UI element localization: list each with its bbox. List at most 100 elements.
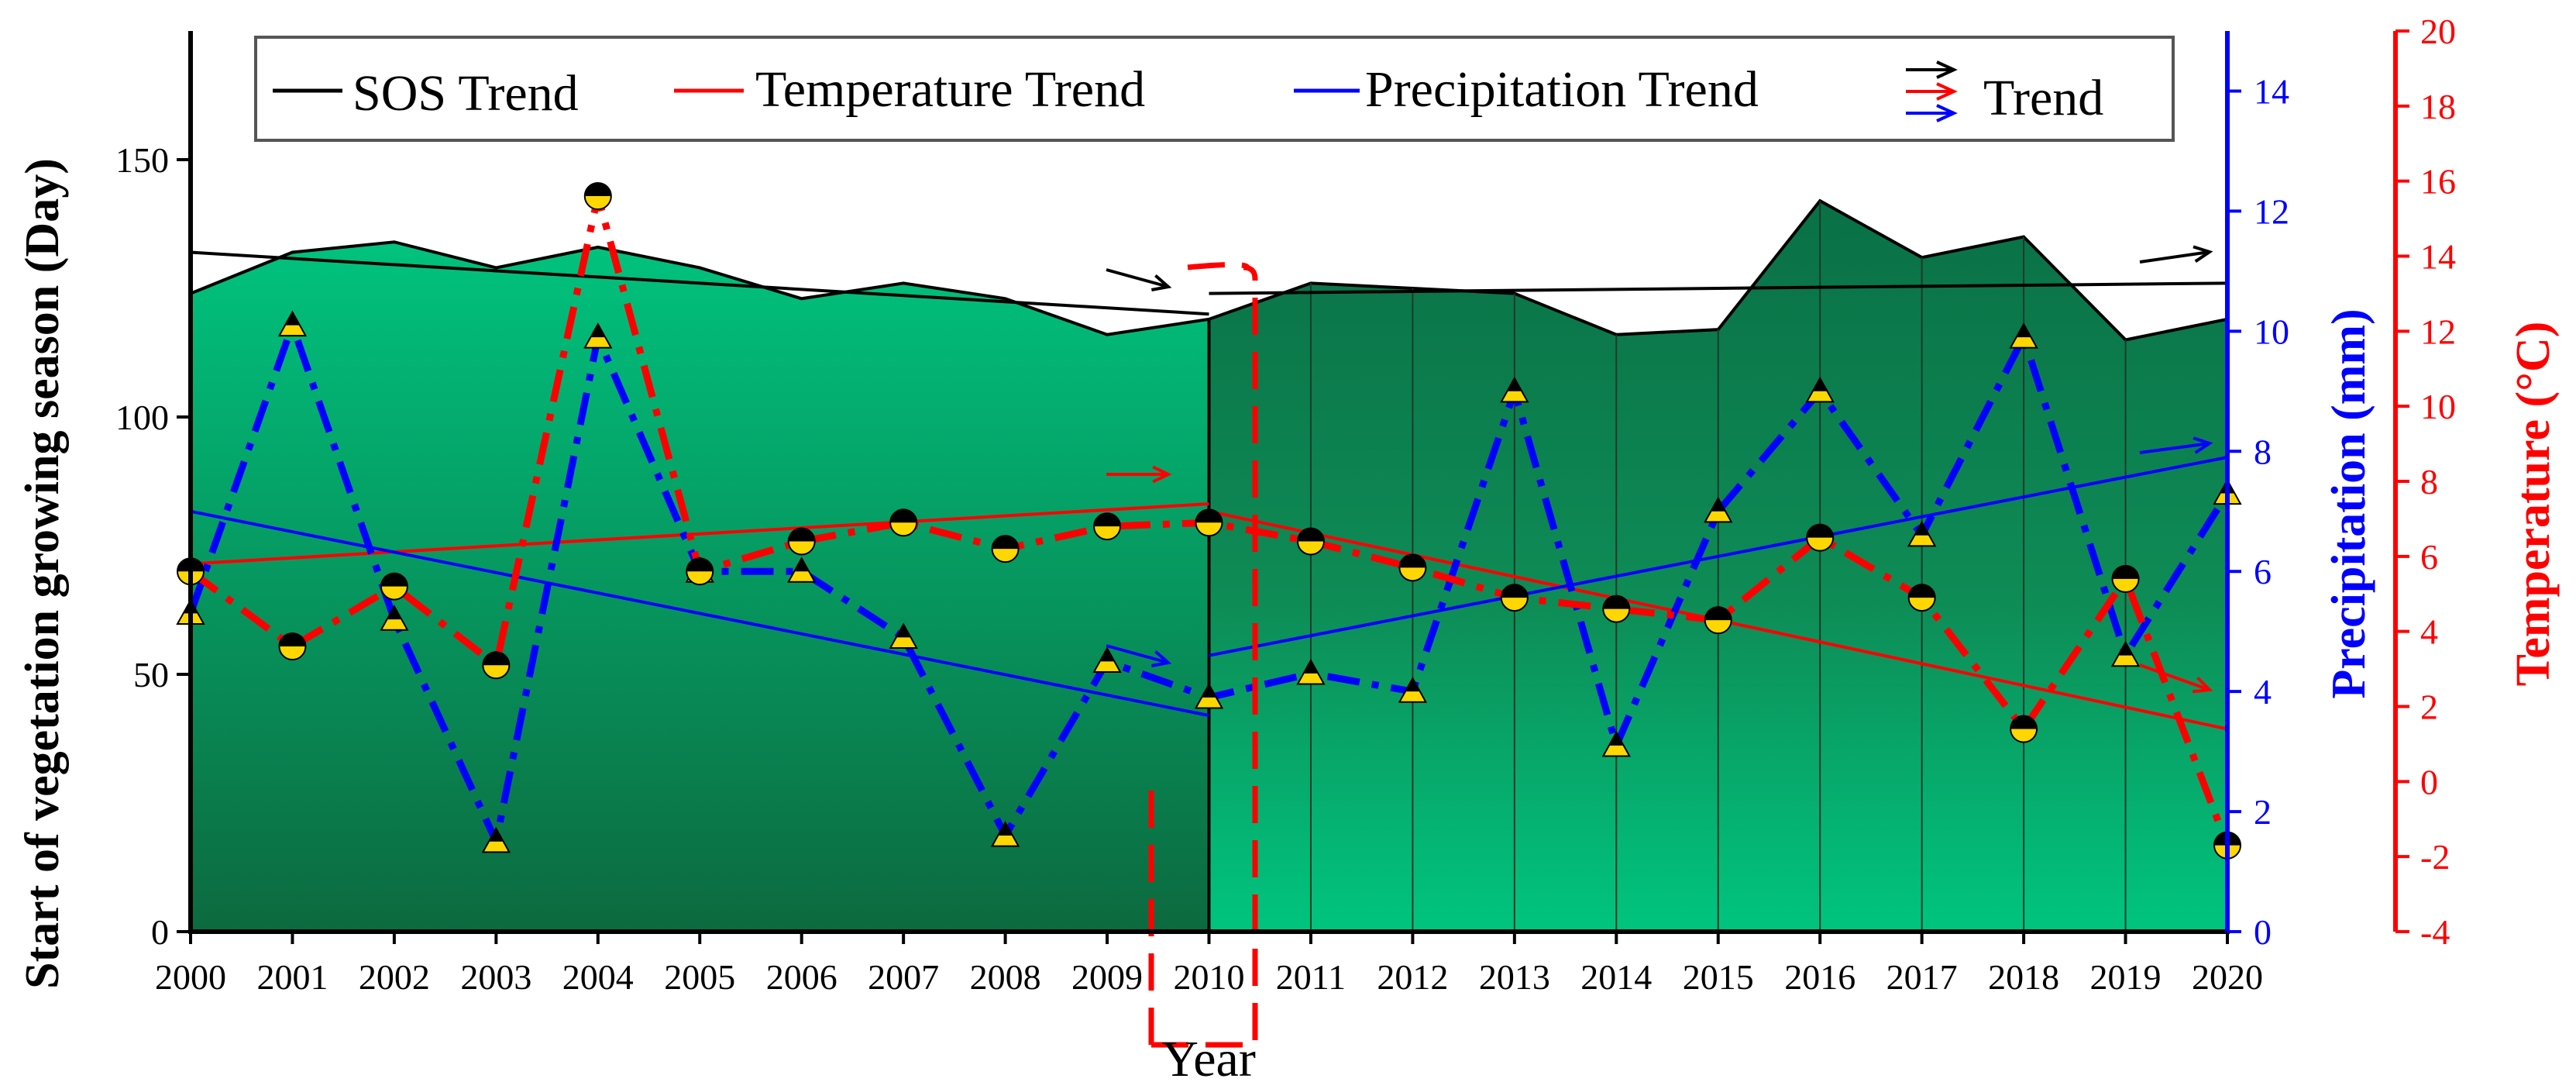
- x-tick-label: 2008: [970, 957, 1041, 997]
- temperature-trend-arrow-after-icon: [2139, 663, 2213, 694]
- temperature-marker-top: [1908, 584, 1935, 598]
- sos-trend-arrow-before-icon-head: [1151, 274, 1172, 291]
- precipitation-marker-top: [489, 828, 504, 842]
- temperature-marker-top: [788, 528, 815, 542]
- y-axis-title-sos: Start of vegetation growing season (Day): [16, 158, 69, 989]
- x-tick-label: 2002: [359, 957, 430, 997]
- temperature-marker-top: [1399, 554, 1426, 568]
- x-tick-label: 2010: [1174, 957, 1245, 997]
- y-tick-label-precipitation: 2: [2254, 792, 2272, 832]
- legend-temperature-label: Temperature Trend: [755, 61, 1145, 118]
- sos-trend-arrow-after-icon-shaft: [2139, 250, 2210, 264]
- x-tick-label: 2000: [155, 957, 226, 997]
- x-tick-label: 2004: [562, 957, 634, 997]
- x-tick-label: 2006: [766, 957, 837, 997]
- x-tick-label: 2019: [2090, 957, 2162, 997]
- temperature-marker-top: [2112, 565, 2139, 579]
- trend-line-temperature-trend: [190, 502, 1209, 566]
- y-tick-label-temperature: -2: [2420, 837, 2450, 877]
- y-tick-label-sos: 50: [133, 655, 169, 694]
- y-tick-label-precipitation: 0: [2254, 912, 2272, 952]
- trend-line-precipitation-trend: [190, 509, 1209, 718]
- x-tick-label: 2015: [1683, 957, 1754, 997]
- x-axis-title: Year: [1161, 1031, 1256, 1087]
- x-tick-label: 2009: [1071, 957, 1143, 997]
- temperature-marker-top: [2010, 715, 2038, 729]
- temperature-marker-top: [380, 573, 408, 587]
- y-tick-label-sos: 100: [115, 398, 169, 437]
- precipitation-marker-top: [1914, 522, 1929, 536]
- temperature-marker-top: [1094, 513, 1121, 527]
- sos-trend-arrow-after-icon: [2139, 245, 2213, 264]
- trend-line-sos-trend: [1209, 281, 2228, 295]
- sos-area-fill-2000-2010: [191, 242, 1209, 932]
- temperature-marker-top: [1603, 595, 1630, 609]
- legend-trend-label: Trend: [1983, 70, 2103, 126]
- x-tick-label: 2007: [868, 957, 939, 997]
- precipitation-trend-arrow-after-icon: [2139, 436, 2213, 454]
- temperature-marker-top: [1297, 528, 1324, 542]
- x-tick-label: 2005: [664, 957, 735, 997]
- precipitation-marker-top: [794, 558, 810, 572]
- precipitation-trend-arrow-after-icon-shaft: [2139, 442, 2210, 454]
- x-tick-label: 2014: [1580, 957, 1652, 997]
- y-tick-label-sos: 0: [151, 912, 169, 952]
- precipitation-trend-arrow-before-icon-head: [1151, 650, 1172, 667]
- precipitation-marker-top: [1711, 498, 1726, 512]
- precipitation-marker-top: [1812, 377, 1828, 391]
- temperature-marker-top: [890, 509, 917, 523]
- highlight-box-top: [1187, 262, 1250, 271]
- temperature-marker-top: [992, 536, 1019, 550]
- y-axis-title-precipitation: Precipitation (mm): [2323, 308, 2375, 698]
- precipitation-trend-arrow-before-icon-shaft: [1106, 644, 1169, 664]
- temperature-marker-top: [1195, 509, 1223, 523]
- x-tick-label: 2013: [1479, 957, 1550, 997]
- x-tick-label: 2012: [1377, 957, 1448, 997]
- precipitation-marker-top: [285, 312, 300, 326]
- temperature-marker-top: [1807, 524, 1834, 538]
- temperature-marker-top: [686, 558, 714, 572]
- y-tick-label-precipitation: 12: [2254, 191, 2289, 231]
- y-tick-label-precipitation: 4: [2254, 672, 2272, 712]
- sos-trend-arrow-after-icon-head: [2193, 245, 2213, 263]
- y-tick-label-temperature: 0: [2420, 762, 2438, 801]
- sos-trend-arrow-before-icon-shaft: [1106, 268, 1169, 288]
- legend-trend-arrows-icon: [1906, 60, 1958, 122]
- x-tick-label: 2017: [1886, 957, 1958, 997]
- precipitation-marker-top: [590, 324, 606, 338]
- precipitation-trend-arrow-after-icon-head: [2193, 436, 2213, 454]
- y-tick-label-temperature: 8: [2420, 462, 2438, 501]
- y-tick-label-temperature: 4: [2420, 612, 2438, 652]
- y-tick-label-temperature: 16: [2420, 162, 2456, 202]
- annotations: [1106, 245, 2213, 1048]
- temperature-marker-top: [584, 183, 611, 197]
- precipitation-marker-top: [1202, 684, 1216, 698]
- precipitation-marker-top: [998, 822, 1013, 836]
- precipitation-marker-top: [896, 624, 911, 638]
- temperature-marker-top: [1501, 584, 1528, 598]
- x-tick-label: 2018: [1988, 957, 2059, 997]
- y-axis-title-temperature: Temperature (°C): [2507, 322, 2560, 687]
- x-tick-label: 2003: [460, 957, 531, 997]
- y-tick-label-temperature: 18: [2420, 87, 2456, 126]
- precipitation-marker-top: [1099, 648, 1115, 662]
- precipitation-trend-arrow-before-icon: [1106, 644, 1172, 667]
- trend-line-sos-trend: [190, 250, 1209, 316]
- y-tick-label-precipitation: 14: [2254, 71, 2289, 111]
- temperature-marker-top: [1704, 607, 1732, 621]
- temperature-marker-top: [279, 633, 306, 647]
- y-tick-label-temperature: 2: [2420, 688, 2438, 727]
- y-tick-label-temperature: 14: [2420, 237, 2456, 277]
- legend-sos-label: SOS Trend: [353, 65, 579, 122]
- legend: SOS Trend Temperature Trend Precipitatio…: [254, 36, 2175, 142]
- precipitation-marker-top: [387, 606, 402, 620]
- precipitation-marker-top: [1405, 678, 1420, 692]
- precipitation-marker-top: [2016, 324, 2031, 338]
- y-tick-label-temperature: 20: [2420, 12, 2456, 51]
- precipitation-marker-top: [1303, 660, 1319, 674]
- x-tick-label: 2016: [1784, 957, 1855, 997]
- legend-box: [254, 36, 2175, 142]
- precipitation-marker-top: [1507, 377, 1522, 391]
- temperature-trend-arrow-before-icon: [1106, 465, 1172, 484]
